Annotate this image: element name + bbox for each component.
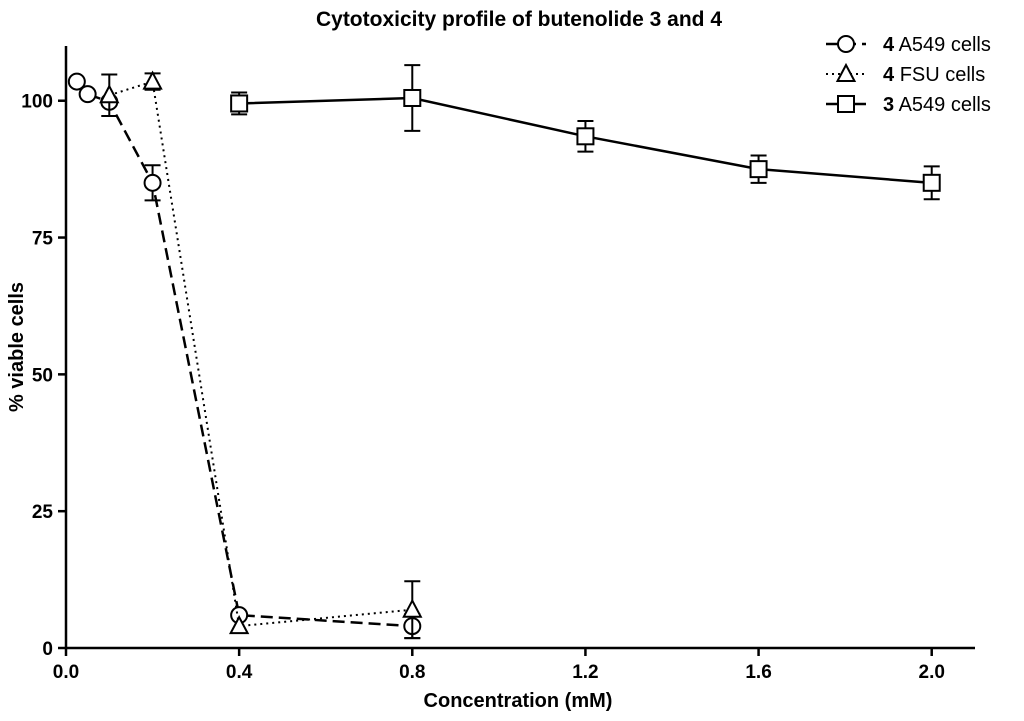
data-point-circle <box>143 173 162 192</box>
data-point-circle <box>67 72 86 91</box>
legend-series-name: A549 cells <box>899 94 991 116</box>
data-point-square <box>576 127 595 146</box>
legend-item-2: 3 A549 cells <box>826 94 991 116</box>
legend-label: 4 FSU cells <box>883 64 985 86</box>
series-0 <box>67 72 422 640</box>
x-tick-label: 0.8 <box>399 662 425 683</box>
chart-title: Cytotoxicity profile of butenolide 3 and… <box>316 8 722 31</box>
series-1 <box>99 70 423 640</box>
y-tick-label: 100 <box>21 92 53 113</box>
series-line <box>75 80 413 628</box>
data-point-square <box>403 88 422 107</box>
data-point-square <box>922 173 941 192</box>
x-tick-label: 0.4 <box>226 662 253 683</box>
data-point-triangle <box>402 598 423 618</box>
legend-compound: 4 <box>883 64 895 86</box>
series-line <box>108 80 413 628</box>
legend-series-name: FSU cells <box>900 64 986 86</box>
series-layer <box>67 64 941 640</box>
y-tick-label: 75 <box>32 229 54 250</box>
x-axis-label: Concentration (mM) <box>424 690 613 712</box>
y-tick-label: 50 <box>32 365 53 386</box>
x-tick-label: 1.2 <box>572 662 598 683</box>
legend-marker-circle <box>837 35 855 53</box>
data-point-square <box>749 160 768 179</box>
legend-compound: 4 <box>883 34 895 56</box>
legend-series-name: A549 cells <box>899 34 991 56</box>
x-tick-label: 1.6 <box>745 662 771 683</box>
axes: 0.0 0.4 0.8 1.2 1.6 2.0 0 25 50 75 100 <box>21 46 975 683</box>
data-point-triangle <box>142 70 163 90</box>
data-point-triangle <box>228 614 250 635</box>
data-point-square <box>230 94 249 113</box>
legend-label: 4 A549 cells <box>883 34 991 56</box>
legend-compound: 3 <box>883 94 894 116</box>
data-point-circle <box>78 85 97 104</box>
x-tick-label: 0.0 <box>53 662 79 683</box>
legend-label: 3 A549 cells <box>883 94 991 116</box>
series-2 <box>230 64 941 201</box>
y-tick-label: 25 <box>32 502 54 523</box>
y-tick-label: 0 <box>42 639 53 660</box>
legend-marker-square <box>837 95 855 113</box>
legend-item-0: 4 A549 cells <box>826 34 991 56</box>
legend-marker-triangle <box>835 62 857 82</box>
legend-item-1: 4 FSU cells <box>826 62 985 86</box>
data-point-triangle <box>99 84 120 104</box>
x-tick-label: 2.0 <box>919 662 945 683</box>
y-axis-label: % viable cells <box>6 282 28 412</box>
